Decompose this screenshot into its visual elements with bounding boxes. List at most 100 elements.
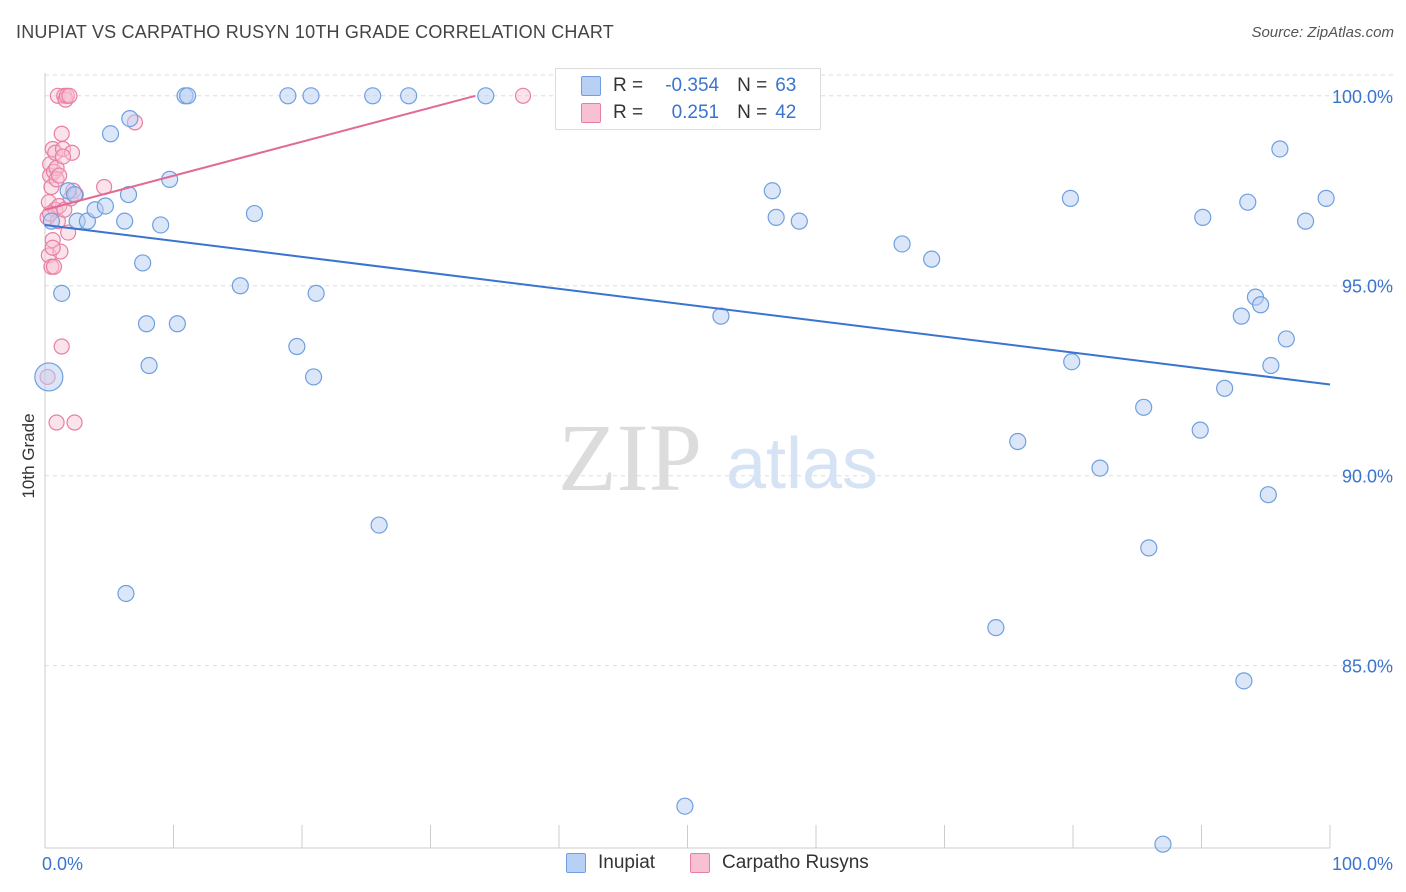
point-inupiat [1235,672,1253,690]
x-tick-label: 0.0% [42,854,83,874]
legend-r-label: R = [613,75,644,96]
point-inupiat [288,337,306,356]
point-inupiat [790,212,808,230]
point-inupiat [116,212,134,230]
point-inupiat [1135,398,1153,416]
series-legend-carpatho-rusyns[interactable]: Carpatho Rusyns [690,852,869,874]
point-inupiat [1140,539,1158,557]
legend-swatch-inupiat [581,76,601,96]
trend-lines [44,94,1331,386]
point-inupiat [117,584,135,603]
legend-n-value-carpatho-rusyns: 42 [775,102,797,123]
point-carpatho-rusyns [51,167,68,184]
point-inupiat [1063,353,1081,371]
point-inupiat [987,619,1005,637]
point-inupiat [676,797,694,815]
point-inupiat [1259,486,1277,504]
point-inupiat [279,87,297,105]
point-inupiat [53,284,71,302]
watermark-zip: ZIP [558,404,702,511]
point-inupiat [1262,356,1280,375]
watermark-atlas: atlas [726,424,878,504]
point-carpatho-rusyns [48,414,65,431]
legend-r-value-inupiat: -0.354 [665,75,720,96]
chart-title: INUPIAT VS CARPATHO RUSYN 10TH GRADE COR… [16,22,614,42]
y-tick-label: 85.0% [1342,657,1393,677]
legend-row-carpatho-rusyns: R = 0.251 N = 42 [556,100,796,126]
point-inupiat [161,170,179,188]
point-inupiat [1154,835,1172,853]
point-inupiat [179,87,197,105]
point-inupiat [364,87,382,105]
series-swatch-carpatho-rusyns [690,853,710,873]
point-carpatho-rusyns [49,87,66,104]
point-inupiat [767,208,785,226]
point-inupiat [1296,212,1315,230]
point-inupiat [96,197,114,215]
point-inupiat [119,185,138,204]
point-inupiat [245,204,264,223]
point-inupiat [307,284,325,302]
point-inupiat [1061,189,1080,207]
point-carpatho-rusyns [52,243,69,260]
point-carpatho-rusyns [54,148,72,165]
point-inupiat [1191,421,1209,439]
point-inupiat [137,315,156,333]
series-legend-inupiat[interactable]: Inupiat [566,852,655,874]
point-inupiat [1317,189,1335,207]
point-inupiat [1277,330,1295,348]
legend-n-value-inupiat: 63 [775,75,797,96]
point-carpatho-rusyns [44,239,61,256]
point-inupiat [1232,307,1250,325]
point-inupiat [140,356,158,375]
legend-swatch-carpatho-rusyns [581,103,601,123]
point-inupiat [152,216,170,234]
point-inupiat [1239,193,1257,211]
point-carpatho-rusyns [45,258,63,275]
point-inupiat [1194,208,1212,226]
point-inupiat [370,516,388,534]
series-legend-label-carpatho-rusyns: Carpatho Rusyns [722,852,869,873]
legend-r-label: R = [613,102,644,123]
x-tick-label: 100.0% [1332,854,1393,874]
y-tick-label: 95.0% [1342,277,1393,297]
point-carpatho-rusyns [66,414,83,431]
point-inupiat [304,368,323,386]
point-carpatho-rusyns [53,125,70,142]
point-inupiat [1009,432,1027,451]
stats-legend: R = -0.354 N = 63 R = 0.251 N = 42 [555,68,821,130]
y-tick-label: 90.0% [1342,467,1393,487]
y-tick-label: 100.0% [1332,87,1393,107]
point-inupiat [923,250,941,268]
legend-n-label: N = [737,102,768,123]
point-inupiat [1216,379,1234,397]
point-inupiat [400,87,418,105]
grid-lines [45,74,1395,667]
point-inupiat [1252,296,1270,314]
point-carpatho-rusyns [61,87,78,104]
point-inupiat-large [34,362,64,392]
point-inupiat [302,87,320,105]
series-inupiat-points [34,87,1335,853]
point-inupiat [477,87,495,105]
point-inupiat [893,235,911,253]
legend-r-value-carpatho-rusyns: 0.251 [671,102,720,123]
legend-row-inupiat: R = -0.354 N = 63 [556,73,796,99]
point-inupiat [101,125,120,143]
point-inupiat [1091,459,1109,477]
trend-line-carpatho-rusyns [44,94,476,211]
y-axis-label: 10th Grade [19,413,38,498]
axes [44,73,1331,849]
point-inupiat [763,182,781,200]
trend-line-inupiat [44,223,1331,386]
point-inupiat [231,277,249,295]
point-carpatho-rusyns [53,338,70,355]
point-inupiat [134,254,152,272]
source-credit: Source: ZipAtlas.com [1251,24,1394,41]
point-inupiat [1271,140,1289,158]
series-legend: Inupiat Carpatho Rusyns [0,852,1406,878]
point-carpatho-rusyns [514,87,532,104]
point-carpatho-rusyns [63,144,81,161]
tick-labels: 100.0% 95.0% 90.0% 85.0% 0.0% 100.0% [42,87,1393,874]
